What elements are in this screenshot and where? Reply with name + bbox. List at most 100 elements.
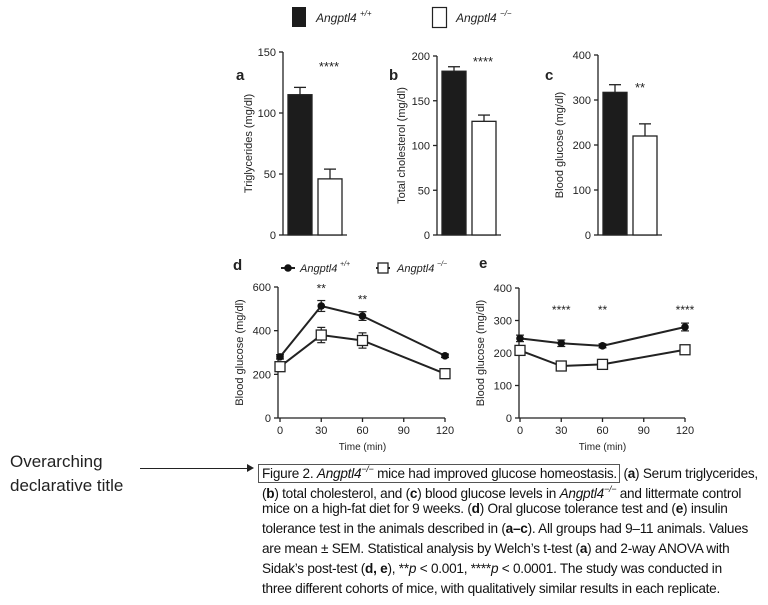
caption-text: ) Serum triglycerides, <box>635 466 758 481</box>
caption-line: tolerance test in the animals described … <box>262 519 758 539</box>
caption-line: three different cohorts of mice, with qu… <box>262 579 758 599</box>
legend-wt-label: Angptl4 <box>299 263 337 275</box>
series-line-wt <box>519 326 686 347</box>
y-tick-label: 0 <box>506 413 512 425</box>
significance-label: ** <box>598 303 608 317</box>
y-tick-label: 200 <box>494 348 512 360</box>
x-tick-label: 60 <box>356 425 368 437</box>
caption-text: e <box>675 501 684 516</box>
series-line-wt <box>279 304 446 358</box>
caption-text: < 0.0001. The study was conducted in <box>498 561 722 576</box>
bar-wt <box>287 94 313 236</box>
data-point-ko <box>596 358 609 371</box>
series-line-ko <box>519 348 686 368</box>
data-point-ko <box>439 368 451 380</box>
panel-label: d <box>233 257 242 274</box>
x-tick-label: 30 <box>315 425 327 437</box>
annotation-line-2: declarative title <box>10 476 124 495</box>
data-point-ko <box>555 360 567 372</box>
panel-label: a <box>236 67 245 84</box>
caption-text: mice on a high-fat diet for 9 weeks. ( <box>262 501 472 516</box>
legend-ko-marker <box>377 262 389 274</box>
data-point-wt <box>516 334 524 343</box>
caption-text: Figure 2. <box>262 466 317 481</box>
data-point-ko <box>356 334 369 347</box>
y-axis-label: Blood glucose (mg/dl) <box>475 300 487 406</box>
bar-ko <box>317 178 343 236</box>
data-point-wt <box>441 351 449 360</box>
caption-text: and littermate control <box>616 486 742 501</box>
panel-label: b <box>389 67 398 84</box>
caption-text: p <box>408 561 417 576</box>
caption-text: d, e <box>365 561 388 576</box>
data-point-wt <box>276 353 284 361</box>
x-tick-label: 0 <box>277 425 283 437</box>
bar-wt <box>602 91 628 236</box>
legend-wt-swatch <box>292 7 306 27</box>
caption-text: Sidak’s post-test ( <box>262 561 366 576</box>
caption-text: d <box>471 501 480 516</box>
data-point-wt <box>557 339 566 348</box>
data-point-ko <box>514 344 526 357</box>
x-tick-label: 0 <box>517 425 523 437</box>
x-tick-label: 90 <box>398 425 410 437</box>
caption-text: three different cohorts of mice, with qu… <box>262 581 721 596</box>
significance-label: **** <box>319 59 339 74</box>
y-axis-label: Triglycerides (mg/dl) <box>243 94 255 193</box>
significance-label: ** <box>635 80 645 95</box>
significance-label: **** <box>552 303 571 317</box>
caption-text: ) and 2-way ANOVA with <box>587 541 730 556</box>
legend-ko-label: Angptl4 <box>455 11 497 25</box>
caption-text: Angptl4 <box>316 466 362 481</box>
y-tick-label: 200 <box>253 369 271 381</box>
caption-text: ) Oral glucose tolerance test and ( <box>479 501 676 516</box>
y-tick-label: 0 <box>424 230 430 242</box>
legend-wt-label: Angptl4 <box>315 11 357 25</box>
x-axis-label: Time (min) <box>339 442 386 453</box>
x-tick-label: 30 <box>555 425 567 437</box>
caption-text: ) blood glucose levels in <box>417 486 560 501</box>
y-tick-label: 200 <box>573 140 591 152</box>
data-point-ko <box>274 361 286 373</box>
x-tick-label: 90 <box>638 425 650 437</box>
x-axis-label: Time (min) <box>579 442 626 453</box>
caption-text: a <box>627 466 636 481</box>
legend-wt-sup: +/+ <box>360 9 372 18</box>
caption-line: are mean ± SEM. Statistical analysis by … <box>262 539 758 559</box>
y-tick-label: 50 <box>418 185 430 197</box>
caption-text: ) insulin <box>683 501 728 516</box>
significance-label: **** <box>473 54 493 69</box>
y-tick-label: 0 <box>585 230 591 242</box>
caption-text: −/− <box>361 464 374 474</box>
caption-text: are mean ± SEM. Statistical analysis by … <box>262 541 580 556</box>
caption-text: a <box>579 541 588 556</box>
arrow-icon <box>140 464 254 472</box>
x-tick-label: 120 <box>676 425 694 437</box>
y-tick-label: 600 <box>253 282 271 294</box>
series-line-ko <box>279 333 446 375</box>
caption-text: b <box>266 486 275 501</box>
y-tick-label: 100 <box>412 141 430 153</box>
y-tick-label: 400 <box>494 283 512 295</box>
y-tick-label: 150 <box>412 96 430 108</box>
y-tick-label: 200 <box>412 51 430 63</box>
caption-line: mice on a high-fat diet for 9 weeks. (d)… <box>262 499 758 519</box>
legend-wt-marker <box>284 264 292 272</box>
y-tick-label: 300 <box>573 95 591 107</box>
legend-ko-swatch <box>431 6 448 29</box>
y-tick-label: 400 <box>253 326 271 338</box>
data-point-ko <box>315 329 327 341</box>
panel-label: c <box>545 67 553 84</box>
figure-panels: Angptl4 +/+ Angptl4 −/−a050100150Triglyceri… <box>233 6 695 453</box>
x-tick-label: 120 <box>436 425 454 437</box>
legend-ko-sup: −/− <box>500 9 512 18</box>
caption-text: −/− <box>603 484 617 494</box>
y-tick-label: 0 <box>265 413 271 425</box>
significance-label: ** <box>358 293 368 307</box>
y-tick-label: 300 <box>494 316 512 328</box>
data-point-wt <box>317 302 326 310</box>
caption-text: Angptl4 <box>559 486 605 501</box>
caption-text: < 0.001, **** <box>416 561 491 576</box>
figure-caption: Figure 2. Angptl4−/− mice had improved g… <box>258 459 758 599</box>
y-tick-label: 0 <box>270 230 276 242</box>
